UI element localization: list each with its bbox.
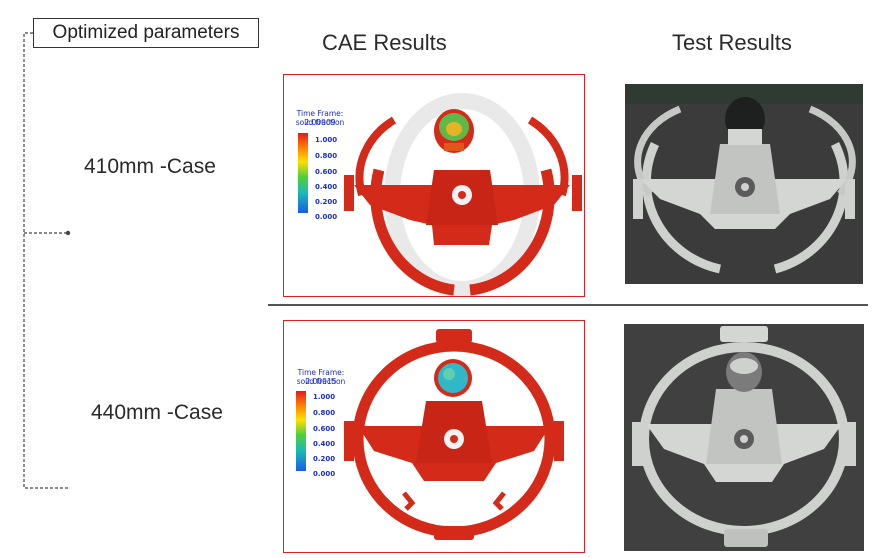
- legend-time-frame: Time Frame: 2.00009: [296, 109, 344, 127]
- cae-result-440-panel: Time Frame: 2.00015 solid fraction 1.000…: [283, 320, 585, 553]
- test-photo-440: [624, 324, 864, 551]
- legend-value: 0.400: [313, 440, 336, 448]
- legend-value: 0.000: [313, 470, 336, 478]
- casting-simulation-image: [344, 93, 582, 296]
- casting-photo-image: [625, 84, 863, 284]
- casting-simulation-image: [344, 329, 564, 540]
- legend-value: 0.600: [313, 425, 336, 433]
- case-440-label: 440mm -Case: [91, 401, 223, 424]
- optimized-parameters-box: Optimized parameters: [33, 18, 259, 48]
- legend-color-bar: [296, 391, 306, 471]
- legend-value: 0.800: [313, 409, 336, 417]
- legend-quantity: solid fraction: [295, 118, 345, 127]
- legend-value: 0.800: [315, 152, 338, 160]
- legend-value: 0.400: [315, 183, 338, 191]
- cae-result-410-panel: Time Frame: 2.00009 solid fraction 1.000…: [283, 74, 585, 297]
- row-divider: [268, 304, 868, 306]
- legend-value: 0.200: [313, 455, 336, 463]
- test-results-heading: Test Results: [672, 30, 792, 55]
- legend-value: 0.600: [315, 168, 338, 176]
- legend-color-bar: [298, 133, 308, 213]
- legend-value: 0.200: [315, 198, 338, 206]
- legend-value: 0.000: [315, 213, 338, 221]
- test-photo-410: [625, 84, 863, 284]
- case-410-label: 410mm -Case: [84, 155, 216, 178]
- legend-time-frame: Time Frame: 2.00015: [297, 368, 345, 386]
- legend-value: 1.000: [313, 393, 336, 401]
- legend-quantity: solid fraction: [296, 377, 346, 386]
- cae-results-heading: CAE Results: [322, 30, 447, 55]
- legend-value: 1.000: [315, 136, 338, 144]
- casting-photo-image: [624, 324, 864, 551]
